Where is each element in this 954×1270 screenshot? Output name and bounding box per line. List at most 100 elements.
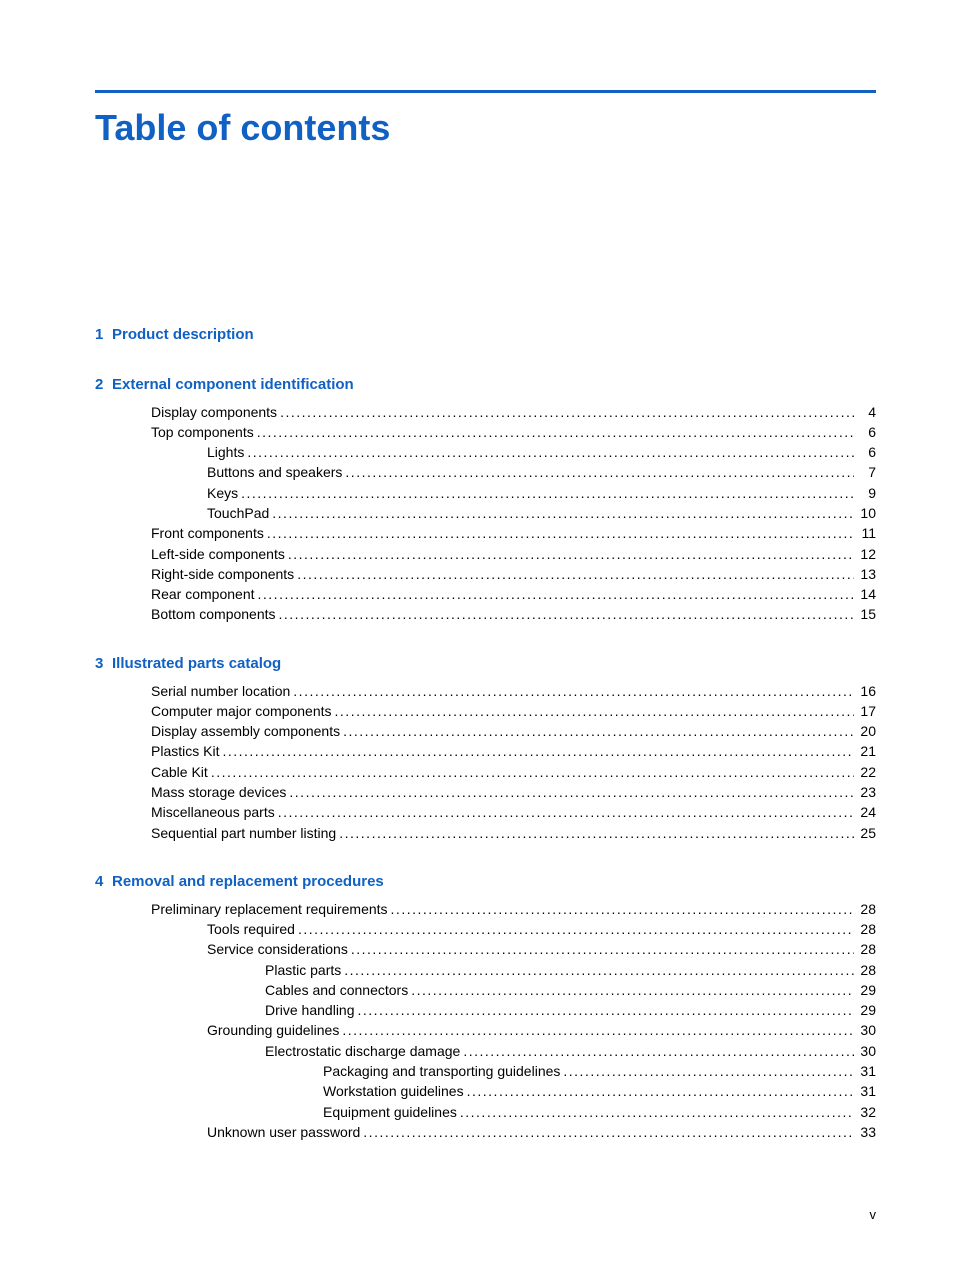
toc-leader-dots: ........................................… bbox=[297, 564, 854, 584]
toc-leader-dots: ........................................… bbox=[279, 604, 854, 624]
toc-leader-dots: ........................................… bbox=[563, 1061, 854, 1081]
toc-entry[interactable]: Equipment guidelines ...................… bbox=[95, 1102, 876, 1122]
toc-entry[interactable]: Lights .................................… bbox=[95, 442, 876, 462]
toc-leader-dots: ........................................… bbox=[358, 1000, 855, 1020]
toc-entry-label: Miscellaneous parts bbox=[151, 802, 278, 822]
toc-entry-page: 24 bbox=[854, 802, 876, 822]
toc-entry[interactable]: Rear component .........................… bbox=[95, 584, 876, 604]
toc-entry[interactable]: TouchPad ...............................… bbox=[95, 503, 876, 523]
toc-leader-dots: ........................................… bbox=[289, 782, 854, 802]
toc-entry[interactable]: Mass storage devices ...................… bbox=[95, 782, 876, 802]
toc-leader-dots: ........................................… bbox=[280, 402, 854, 422]
toc-entry-page: 30 bbox=[854, 1041, 876, 1061]
toc-entry-label: Equipment guidelines bbox=[323, 1102, 460, 1122]
toc-entry[interactable]: Preliminary replacement requirements ...… bbox=[95, 899, 876, 919]
toc-entry-label: Top components bbox=[151, 422, 257, 442]
toc-entry-label: Preliminary replacement requirements bbox=[151, 899, 391, 919]
toc-entry-label: Left-side components bbox=[151, 544, 288, 564]
toc-entry[interactable]: Buttons and speakers ...................… bbox=[95, 462, 876, 482]
toc-entry[interactable]: Serial number location .................… bbox=[95, 681, 876, 701]
toc-entry-page: 20 bbox=[854, 721, 876, 741]
toc-leader-dots: ........................................… bbox=[267, 523, 854, 543]
section-heading: 3Illustrated parts catalog bbox=[95, 653, 876, 675]
toc-entry-label: Computer major components bbox=[151, 701, 335, 721]
toc-leader-dots: ........................................… bbox=[211, 762, 854, 782]
toc-entry-label: Buttons and speakers bbox=[207, 462, 345, 482]
section-number: 2 bbox=[95, 374, 112, 396]
section-number: 1 bbox=[95, 324, 112, 346]
toc-entry-page: 6 bbox=[854, 422, 876, 442]
toc-entry[interactable]: Workstation guidelines .................… bbox=[95, 1081, 876, 1101]
section-title: External component identification bbox=[112, 376, 354, 393]
toc-entry-page: 7 bbox=[854, 462, 876, 482]
toc-leader-dots: ........................................… bbox=[241, 483, 854, 503]
toc-leader-dots: ........................................… bbox=[460, 1102, 854, 1122]
toc-entry-label: Display components bbox=[151, 402, 280, 422]
toc-entry-label: Plastic parts bbox=[265, 960, 344, 980]
toc-entry-page: 17 bbox=[854, 701, 876, 721]
toc-leader-dots: ........................................… bbox=[363, 1122, 854, 1142]
page-title: Table of contents bbox=[95, 107, 876, 149]
toc-entry[interactable]: Bottom components ......................… bbox=[95, 604, 876, 624]
toc-entry[interactable]: Front components .......................… bbox=[95, 523, 876, 543]
toc-entry[interactable]: Display assembly components ............… bbox=[95, 721, 876, 741]
toc-entry-page: 33 bbox=[854, 1122, 876, 1142]
section-title: Illustrated parts catalog bbox=[112, 655, 281, 672]
toc-entry-label: Sequential part number listing bbox=[151, 823, 339, 843]
section-title: Product description bbox=[112, 326, 254, 343]
toc-entry-label: Cable Kit bbox=[151, 762, 211, 782]
toc-entry[interactable]: Electrostatic discharge damage .........… bbox=[95, 1041, 876, 1061]
toc-entry-page: 23 bbox=[854, 782, 876, 802]
toc-entry[interactable]: Drive handling .........................… bbox=[95, 1000, 876, 1020]
toc-entry-label: Lights bbox=[207, 442, 247, 462]
toc-entry[interactable]: Unknown user password ..................… bbox=[95, 1122, 876, 1142]
toc-entry[interactable]: Keys ...................................… bbox=[95, 483, 876, 503]
toc-entry-page: 14 bbox=[854, 584, 876, 604]
toc-entry[interactable]: Service considerations .................… bbox=[95, 939, 876, 959]
toc-entry[interactable]: Grounding guidelines ...................… bbox=[95, 1020, 876, 1040]
toc-entry-page: 16 bbox=[854, 681, 876, 701]
toc-entry-page: 13 bbox=[854, 564, 876, 584]
toc-entry[interactable]: Tools required .........................… bbox=[95, 919, 876, 939]
toc-entry-label: Unknown user password bbox=[207, 1122, 363, 1142]
toc-leader-dots: ........................................… bbox=[335, 701, 854, 721]
toc-entry[interactable]: Top components .........................… bbox=[95, 422, 876, 442]
toc-entry[interactable]: Cable Kit ..............................… bbox=[95, 762, 876, 782]
toc-entry[interactable]: Plastic parts ..........................… bbox=[95, 960, 876, 980]
toc-leader-dots: ........................................… bbox=[339, 823, 854, 843]
toc-entry-page: 31 bbox=[854, 1061, 876, 1081]
toc-leader-dots: ........................................… bbox=[344, 960, 854, 980]
toc-entry-label: Service considerations bbox=[207, 939, 351, 959]
toc-leader-dots: ........................................… bbox=[257, 422, 854, 442]
toc-entry-page: 15 bbox=[854, 604, 876, 624]
toc-entry-page: 21 bbox=[854, 741, 876, 761]
toc-entry[interactable]: Packaging and transporting guidelines ..… bbox=[95, 1061, 876, 1081]
toc-leader-dots: ........................................… bbox=[345, 462, 854, 482]
toc-entry-page: 22 bbox=[854, 762, 876, 782]
toc-entry-label: Cables and connectors bbox=[265, 980, 411, 1000]
toc-entry-label: Plastics Kit bbox=[151, 741, 222, 761]
toc-entry-label: Keys bbox=[207, 483, 241, 503]
toc-entry[interactable]: Cables and connectors ..................… bbox=[95, 980, 876, 1000]
toc-entry-label: Tools required bbox=[207, 919, 298, 939]
toc-entry[interactable]: Left-side components ...................… bbox=[95, 544, 876, 564]
toc-body: 1Product description 2External component … bbox=[95, 324, 876, 1142]
toc-leader-dots: ........................................… bbox=[247, 442, 854, 462]
toc-entry-page: 6 bbox=[854, 442, 876, 462]
toc-leader-dots: ........................................… bbox=[222, 741, 854, 761]
toc-entry[interactable]: Display components .....................… bbox=[95, 402, 876, 422]
toc-entry[interactable]: Computer major components ..............… bbox=[95, 701, 876, 721]
section-title: Removal and replacement procedures bbox=[112, 873, 384, 890]
toc-entry-page: 4 bbox=[854, 402, 876, 422]
toc-entry-label: Rear component bbox=[151, 584, 258, 604]
toc-entry[interactable]: Miscellaneous parts ....................… bbox=[95, 802, 876, 822]
toc-entry[interactable]: Sequential part number listing .........… bbox=[95, 823, 876, 843]
toc-entry-page: 29 bbox=[854, 1000, 876, 1020]
section-number: 4 bbox=[95, 871, 112, 893]
section-heading: 2External component identification bbox=[95, 374, 876, 396]
toc-entry[interactable]: Right-side components ..................… bbox=[95, 564, 876, 584]
toc-entry-label: Serial number location bbox=[151, 681, 293, 701]
toc-entry[interactable]: Plastics Kit ...........................… bbox=[95, 741, 876, 761]
toc-entry-label: Front components bbox=[151, 523, 267, 543]
toc-entry-label: Packaging and transporting guidelines bbox=[323, 1061, 563, 1081]
